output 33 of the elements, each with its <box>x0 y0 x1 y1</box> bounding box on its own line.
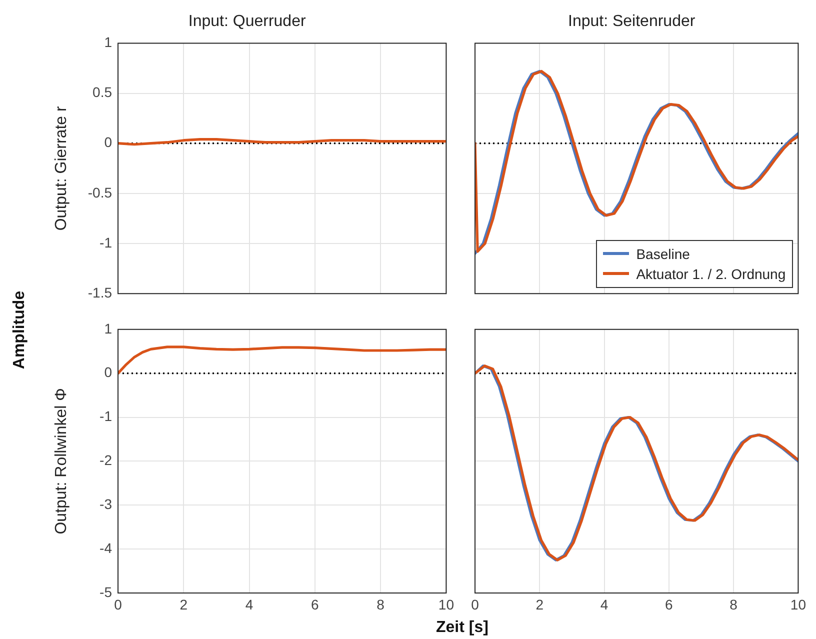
x-tick-label: 8 <box>376 596 385 612</box>
x-tick-label: 8 <box>730 596 738 612</box>
y-tick-label: -3 <box>100 496 112 512</box>
x-tick-label: 0 <box>471 596 480 612</box>
y-tick-label: -5 <box>100 584 112 600</box>
y-tick-label: -1.5 <box>88 284 112 300</box>
text: Zeit [s] <box>436 619 488 637</box>
y-tick-label: -0.5 <box>88 184 112 200</box>
chart-title: Input: Querruder <box>188 13 306 30</box>
legend-label: Baseline <box>636 244 690 264</box>
x-tick-label: 4 <box>245 596 254 612</box>
y-tick-label: 1 <box>104 320 112 336</box>
legend-label: Aktuator 1. / 2. Ordnung <box>636 264 786 284</box>
x-tick-label: 0 <box>114 596 122 612</box>
x-tick-label: 10 <box>790 596 806 612</box>
chart-title: Input: Seitenruder <box>568 13 696 30</box>
y-tick-label: 0 <box>104 134 112 150</box>
y-axis-title: Output: Rollwinkel Φ <box>53 388 70 534</box>
x-tick-label: 10 <box>438 596 454 612</box>
x-tick-label: 6 <box>311 596 320 612</box>
text: Amplitude <box>11 290 30 370</box>
y-axis-title: Output: Gierrate r <box>53 105 70 231</box>
y-tick-label: -2 <box>100 452 112 468</box>
x-tick-label: 4 <box>600 596 608 612</box>
y-tick-label: 0.5 <box>92 84 112 100</box>
y-tick-label: 0 <box>104 364 112 380</box>
x-tick-label: 6 <box>665 596 674 612</box>
x-tick-label: 2 <box>180 596 188 612</box>
y-tick-label: -1 <box>100 408 112 424</box>
y-tick-label: 1 <box>104 34 112 50</box>
x-tick-label: 2 <box>536 596 544 612</box>
y-tick-label: -1 <box>100 234 112 250</box>
y-tick-label: -4 <box>100 540 112 556</box>
